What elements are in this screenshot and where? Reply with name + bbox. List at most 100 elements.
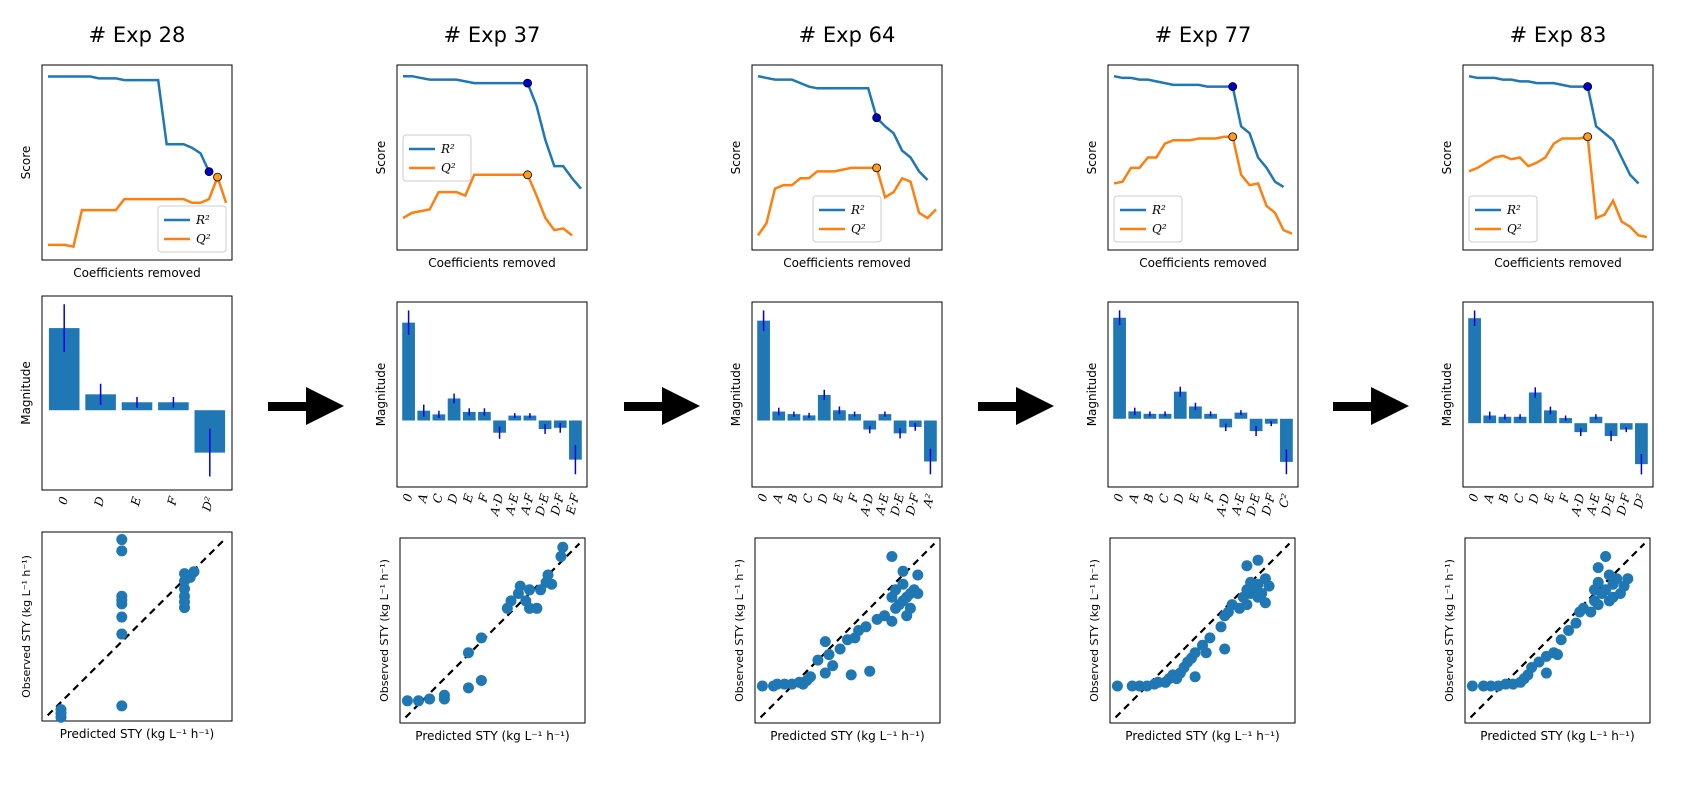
- parity-point: [116, 611, 128, 623]
- coef-bar: [1234, 412, 1248, 419]
- parity-y-axis-label: Observed STY (kg L⁻¹ h⁻¹): [1443, 559, 1456, 702]
- coef-tick-label: F: [1202, 492, 1218, 505]
- coef-bar: [1513, 416, 1527, 424]
- coef-tick-label: F: [846, 492, 862, 505]
- score-y-axis-label: Score: [729, 141, 743, 175]
- parity-plot: Predicted STY (kg L⁻¹ h⁻¹) Observed STY (…: [1443, 537, 1651, 743]
- parity-diagonal: [46, 536, 228, 717]
- coef-tick-label: D·F: [548, 492, 568, 518]
- parity-axes-frame: [1464, 537, 1651, 724]
- coef-tick-label: D: [1526, 492, 1542, 506]
- parity-point: [819, 636, 831, 648]
- coefficient-plot: 0 A B C D E FA·DA·ED·ED·FD² Magnitude: [1440, 301, 1654, 518]
- parity-point: [912, 569, 924, 581]
- parity-point: [116, 590, 128, 602]
- score-axes-frame: [1107, 64, 1299, 251]
- parity-point: [1600, 551, 1612, 562]
- coef-tick-label: D²: [1631, 492, 1649, 511]
- coef-tick-label: A·E: [1229, 492, 1248, 517]
- coef-tick-label: A·D: [1568, 492, 1588, 518]
- coef-bar: [1280, 418, 1293, 462]
- coef-bar: [893, 420, 907, 434]
- parity-point: [819, 667, 831, 679]
- progression-arrow-2: [624, 387, 700, 425]
- parity-point: [531, 602, 543, 614]
- coef-tick-label: D·F: [1614, 492, 1634, 518]
- parity-point: [1219, 643, 1231, 655]
- coef-bar: [1219, 418, 1233, 428]
- coef-tick-label: D·E: [1598, 492, 1618, 518]
- experiment-title: # Exp 37: [444, 23, 541, 47]
- parity-x-axis-label: Predicted STY (kg L⁻¹ h⁻¹): [770, 729, 924, 743]
- coef-tick-label: B: [785, 492, 801, 505]
- parity-point: [845, 669, 857, 681]
- parity-point: [1466, 680, 1478, 692]
- parity-point: [827, 660, 839, 672]
- parity-axes-frame: [1109, 537, 1296, 724]
- parity-point: [1111, 680, 1123, 692]
- r2-optimum-marker: [1583, 82, 1593, 91]
- coef-bar: [493, 420, 506, 433]
- progression-arrow-3: [978, 387, 1054, 425]
- parity-point: [860, 621, 872, 633]
- parity-point: [912, 588, 924, 599]
- r2-optimum-marker: [523, 78, 532, 88]
- coef-bar: [1468, 318, 1481, 424]
- parity-point: [1252, 554, 1264, 566]
- legend-label-q2: Q²: [1152, 222, 1167, 236]
- legend-label-r2: R²: [850, 203, 865, 217]
- parity-x-axis-label: Predicted STY (kg L⁻¹ h⁻¹): [1480, 729, 1634, 743]
- parity-x-axis-label: Predicted STY (kg L⁻¹ h⁻¹): [60, 727, 214, 741]
- coef-axes-frame: [1107, 301, 1299, 488]
- q2-optimum-marker: [872, 163, 882, 173]
- coef-bar: [1264, 418, 1278, 424]
- score-y-axis-label: Score: [19, 146, 33, 180]
- score-line-r2: [403, 74, 582, 190]
- coef-tick-label: E: [830, 492, 846, 505]
- experiment-title: # Exp 77: [1155, 23, 1252, 47]
- coef-bar: [817, 394, 831, 421]
- coef-tick-label: D·F: [903, 492, 923, 518]
- score-line-q2: [1468, 135, 1648, 239]
- legend-label-r2: R²: [1151, 203, 1166, 217]
- parity-point: [1540, 667, 1552, 679]
- parity-point: [1592, 576, 1604, 588]
- legend-label-r2: R²: [1506, 203, 1521, 217]
- coef-y-axis-label: Magnitude: [374, 363, 388, 427]
- coef-bar: [462, 411, 476, 421]
- parity-point: [1263, 580, 1275, 592]
- coef-tick-label: F: [475, 492, 491, 505]
- coef-bar: [523, 415, 537, 421]
- parity-point: [475, 632, 487, 644]
- legend-label-r2: R²: [440, 142, 455, 156]
- parity-point: [438, 689, 450, 701]
- q2-optimum-marker: [1228, 132, 1238, 142]
- parity-point: [505, 595, 517, 607]
- coef-tick-label: A·E: [873, 492, 892, 517]
- parity-point: [514, 580, 526, 592]
- score-line-q2: [756, 166, 937, 237]
- score-line-q2: [402, 173, 573, 237]
- coef-axes-frame: [1462, 301, 1654, 488]
- parity-point: [475, 674, 487, 686]
- coef-bar: [1249, 418, 1263, 432]
- parity-diagonal: [404, 542, 581, 719]
- coef-bar: [1113, 317, 1126, 419]
- parity-point: [904, 602, 916, 614]
- legend-box: [1468, 195, 1538, 243]
- coef-tick-label: C: [1511, 492, 1527, 504]
- coef-bar: [787, 414, 801, 421]
- parity-point: [524, 584, 535, 596]
- coef-tick-label: A: [770, 492, 786, 505]
- arrow-head: [1016, 387, 1054, 425]
- score-plot: R² Q² Coefficients removed Score: [1085, 64, 1299, 270]
- score-y-axis-label: Score: [1440, 141, 1454, 175]
- parity-point: [1585, 606, 1597, 618]
- parity-diagonal: [759, 542, 936, 719]
- coef-tick-label: D: [91, 495, 107, 509]
- parity-x-axis-label: Predicted STY (kg L⁻¹ h⁻¹): [1125, 729, 1279, 743]
- coef-tick-label: 0: [755, 492, 771, 503]
- coef-tick-label: C²: [1276, 492, 1293, 509]
- score-axes-frame: [751, 64, 943, 251]
